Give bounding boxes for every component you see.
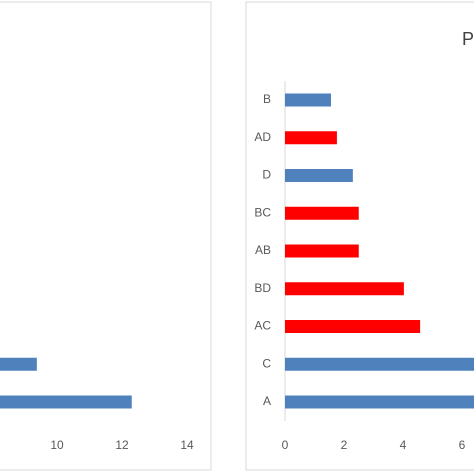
y-tick-label: C [262, 356, 271, 370]
bar [285, 206, 359, 220]
bar [285, 244, 359, 258]
bar [285, 282, 404, 296]
left-panel [0, 1, 212, 471]
x-tick-label: 12 [115, 438, 129, 452]
y-tick-label: BD [254, 281, 271, 295]
bar [285, 93, 332, 107]
y-tick-label: AB [255, 243, 271, 257]
y-tick-label: A [263, 394, 271, 408]
y-tick-label: AD [254, 130, 271, 144]
x-tick-label: 2 [341, 438, 348, 452]
y-tick-label: D [262, 168, 271, 182]
bar [285, 169, 353, 182]
bar [285, 357, 474, 371]
x-tick-label: 14 [180, 438, 194, 452]
y-tick-label: BC [254, 205, 271, 219]
x-tick-label: 4 [400, 438, 407, 452]
y-tick-label: B [263, 92, 271, 106]
bar [0, 357, 37, 371]
bar [285, 395, 474, 409]
right-panel [245, 1, 474, 471]
bar [285, 131, 337, 145]
x-tick-label: 6 [459, 438, 466, 452]
bar [285, 320, 421, 333]
chart-title: P [462, 29, 474, 49]
left-chart: 10 12 14 [0, 357, 194, 452]
y-tick-label: AC [254, 319, 271, 333]
x-tick-label: 10 [50, 438, 64, 452]
x-tick-label: 0 [282, 438, 289, 452]
bar [0, 395, 132, 409]
